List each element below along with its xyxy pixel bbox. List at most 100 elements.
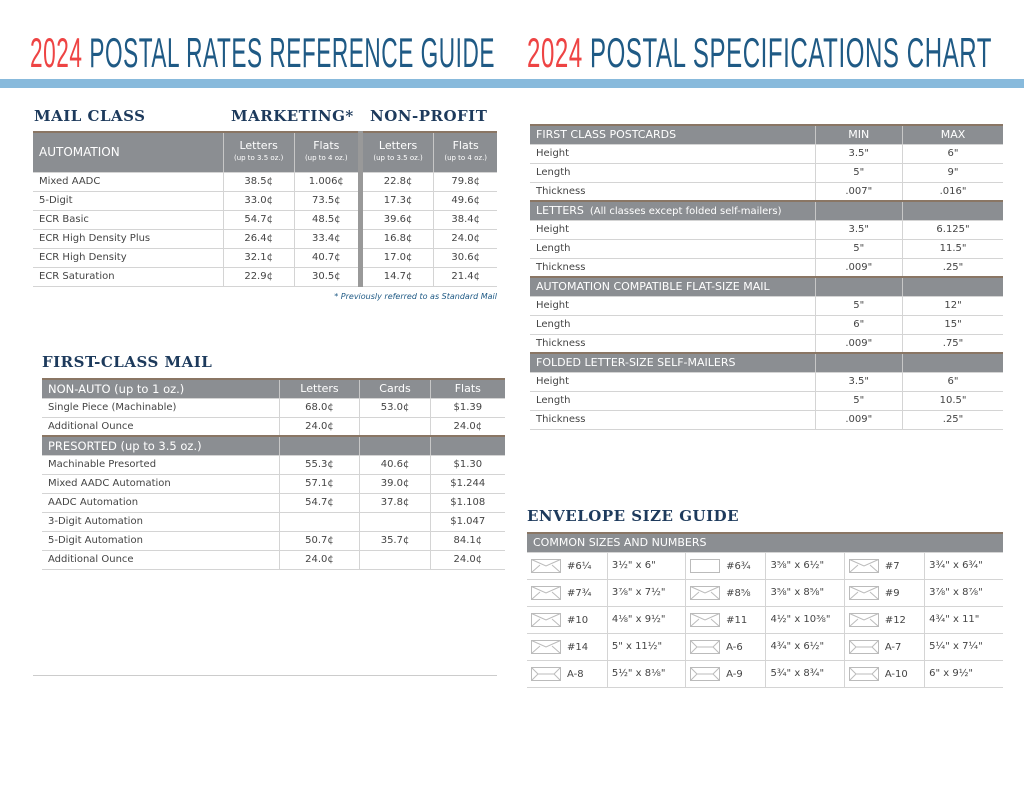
column-header	[429, 435, 505, 456]
column-header	[902, 352, 1003, 373]
rate-value: 16.8¢	[357, 229, 434, 249]
spec-value: .75"	[902, 334, 1003, 354]
column-header: MIN	[814, 124, 903, 145]
rate-value: 24.0¢	[278, 417, 360, 437]
table-row: Single Piece (Machinable) 68.0¢ 53.0¢ $1.39	[42, 398, 505, 418]
rate-value: 40.6¢	[359, 455, 431, 475]
envelope-number: A-7	[884, 641, 902, 653]
header-band	[0, 79, 1024, 88]
rate-value: 49.6¢	[433, 191, 497, 211]
envelope-side-icon	[690, 666, 721, 681]
envelope-row: #6¼ 3½" x 6" #6¾ 3⅝" x 6½" #7 3¾" x 6¾"	[527, 552, 1003, 580]
column-header: FOLDED LETTER-SIZE SELF-MAILERS	[530, 352, 815, 373]
envelope-flap-icon	[531, 585, 561, 600]
row-label: 3-Digit Automation	[42, 512, 279, 532]
rate-value	[278, 512, 360, 532]
table-row: Length 5" 10.5"	[530, 391, 1003, 411]
envelope-flap-icon	[531, 612, 561, 627]
row-label: Thickness	[530, 258, 815, 278]
envelope-name: #7¾	[527, 579, 608, 607]
specs-chart-title-text: 2024 POSTAL SPECIFICATIONS CHART	[527, 30, 992, 76]
spec-value: 10.5"	[902, 391, 1003, 411]
envelope-number: #9	[884, 587, 900, 599]
rate-value: 22.9¢	[222, 267, 295, 287]
group-header: PRESORTED (up to 3.5 oz.)	[42, 435, 505, 456]
row-label: 5-Digit	[33, 191, 223, 211]
envelope-side-icon	[848, 666, 879, 681]
table-row: Mixed AADC Automation 57.1¢ 39.0¢ $1.244	[42, 474, 505, 494]
rate-value: 84.1¢	[429, 531, 505, 551]
group-header: AUTOMATION COMPATIBLE FLAT-SIZE MAIL	[530, 276, 1003, 297]
table-row: Length 6" 15"	[530, 315, 1003, 335]
title-text: POSTAL SPECIFICATIONS CHART	[590, 30, 992, 76]
spec-value: .007"	[814, 182, 903, 202]
envelope-number: #6¾	[726, 560, 751, 572]
envelope-row: A-8 5½" x 8⅛" A-9 5¾" x 8¾" A-10 6" x 9½"	[527, 660, 1003, 688]
rate-value: 39.6¢	[357, 210, 434, 230]
envelope-size: 4¾" x 6½"	[765, 633, 845, 661]
envelope-name: A-6	[685, 633, 766, 661]
envelope-number: #11	[726, 614, 748, 626]
table-header: AUTOMATION Letters (up to 3.5 oz.) Flats (up…	[33, 131, 497, 173]
envelope-flap-icon	[690, 585, 721, 600]
row-label: Length	[530, 315, 815, 335]
envelope-side-icon	[690, 639, 721, 654]
spec-value: 3.5"	[814, 372, 903, 392]
envelope-name: #14	[527, 633, 608, 661]
specs-chart-title: 2024 POSTAL SPECIFICATIONS CHART	[527, 30, 992, 76]
rate-value: 79.8¢	[433, 172, 497, 192]
envelope-row: #10 4⅛" x 9½" #11 4½" x 10⅜" #12 4¾" x 11"	[527, 606, 1003, 634]
column-header	[902, 276, 1003, 297]
spec-value: .009"	[814, 410, 903, 430]
envelope-size: 4¾" x 11"	[924, 606, 1003, 634]
marketing-rates-table: AUTOMATION Letters (up to 3.5 oz.) Flats (up…	[33, 131, 497, 287]
row-label: Machinable Presorted	[42, 455, 279, 475]
rate-value	[359, 417, 431, 437]
row-label: Height	[530, 372, 815, 392]
rate-value: 26.4¢	[222, 229, 295, 249]
rate-value: 50.7¢	[278, 531, 360, 551]
row-label: 5-Digit Automation	[42, 531, 279, 551]
column-header	[814, 200, 903, 221]
spec-value: 11.5"	[902, 239, 1003, 259]
row-label: Additional Ounce	[42, 550, 279, 570]
column-subtitle: (up to 4 oz.)	[444, 154, 488, 163]
envelope-size: 4⅛" x 9½"	[606, 606, 686, 634]
envelope-number: A-6	[726, 641, 743, 653]
table-row: Thickness .009" .25"	[530, 410, 1003, 430]
envelope-number: #6¼	[567, 560, 592, 572]
envelope-size: 3¾" x 6¾"	[924, 552, 1003, 580]
rate-value: $1.047	[429, 512, 505, 532]
row-label: Thickness	[530, 182, 815, 202]
envelope-name: #10	[527, 606, 608, 634]
envelope-heading: ENVELOPE SIZE GUIDE	[527, 507, 740, 525]
rate-value: $1.108	[429, 493, 505, 513]
rate-value: 14.7¢	[357, 267, 434, 287]
mail-class-heading: MAIL CLASS	[34, 107, 146, 125]
envelope-row: #14 5" x 11½" A-6 4¾" x 6½" A-7 5¼" x 7¼"	[527, 633, 1003, 661]
marketing-heading: MARKETING*	[231, 107, 354, 125]
row-label: Height	[530, 144, 815, 164]
envelope-size: 3⅞" x 7½"	[606, 579, 686, 607]
row-label: Thickness	[530, 410, 815, 430]
rate-value: 68.0¢	[278, 398, 360, 418]
envelope-number: #10	[567, 614, 589, 626]
rate-value: 38.4¢	[433, 210, 497, 230]
rate-value: 54.7¢	[278, 493, 360, 513]
group-header: LETTERS (All classes except folded self-m…	[530, 200, 1003, 221]
envelope-number: A-9	[726, 668, 743, 680]
column-title: Flats	[452, 139, 479, 153]
column-title: Letters	[239, 139, 278, 153]
envelope-size: 5¾" x 8¾"	[765, 660, 845, 688]
envelope-size: 3⅞" x 8⅞"	[924, 579, 1003, 607]
table-row: Length 5" 9"	[530, 163, 1003, 183]
spec-value: 3.5"	[814, 144, 903, 164]
envelope-name: A-9	[685, 660, 766, 688]
footnote: * Previously referred to as Standard Mai…	[334, 292, 497, 301]
row-label: AADC Automation	[42, 493, 279, 513]
rate-value: 54.7¢	[222, 210, 295, 230]
first-class-heading: FIRST-CLASS MAIL	[42, 353, 213, 371]
spec-value: .25"	[902, 410, 1003, 430]
spec-value: 6"	[814, 315, 903, 335]
table-row: ECR Basic 54.7¢ 48.5¢ 39.6¢ 38.4¢	[33, 210, 497, 230]
